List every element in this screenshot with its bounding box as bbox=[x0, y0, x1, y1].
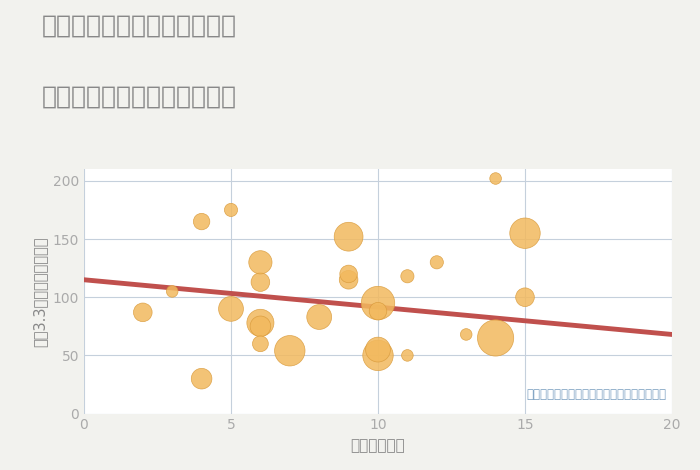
Point bbox=[519, 293, 531, 301]
Point bbox=[255, 278, 266, 286]
Point bbox=[402, 352, 413, 359]
Point bbox=[255, 319, 266, 327]
Point bbox=[196, 218, 207, 225]
Point bbox=[372, 307, 384, 315]
Point bbox=[402, 273, 413, 280]
Point bbox=[372, 352, 384, 359]
Text: 円の大きさは、取引のあった物件面積を示す: 円の大きさは、取引のあった物件面積を示す bbox=[526, 388, 666, 401]
Point bbox=[255, 340, 266, 347]
Point bbox=[255, 322, 266, 330]
Point bbox=[343, 233, 354, 241]
Point bbox=[284, 347, 295, 354]
Point bbox=[137, 309, 148, 316]
Point bbox=[167, 288, 178, 295]
Point bbox=[314, 313, 325, 321]
Point bbox=[196, 375, 207, 383]
Point bbox=[343, 276, 354, 283]
Point bbox=[490, 175, 501, 182]
Y-axis label: 坪（3.3㎡）単価（万円）: 坪（3.3㎡）単価（万円） bbox=[32, 236, 47, 347]
Point bbox=[372, 346, 384, 353]
Point bbox=[255, 258, 266, 266]
Point bbox=[461, 331, 472, 338]
Point bbox=[225, 305, 237, 313]
Point bbox=[343, 270, 354, 278]
Point bbox=[519, 229, 531, 237]
Point bbox=[431, 258, 442, 266]
Text: 駅距離別中古マンション価格: 駅距離別中古マンション価格 bbox=[42, 85, 237, 109]
Point bbox=[372, 299, 384, 307]
Text: 千葉県夷隅郡御宿町上布施の: 千葉県夷隅郡御宿町上布施の bbox=[42, 14, 237, 38]
Point bbox=[225, 206, 237, 214]
X-axis label: 駅距離（分）: 駅距離（分） bbox=[351, 438, 405, 453]
Point bbox=[490, 334, 501, 342]
